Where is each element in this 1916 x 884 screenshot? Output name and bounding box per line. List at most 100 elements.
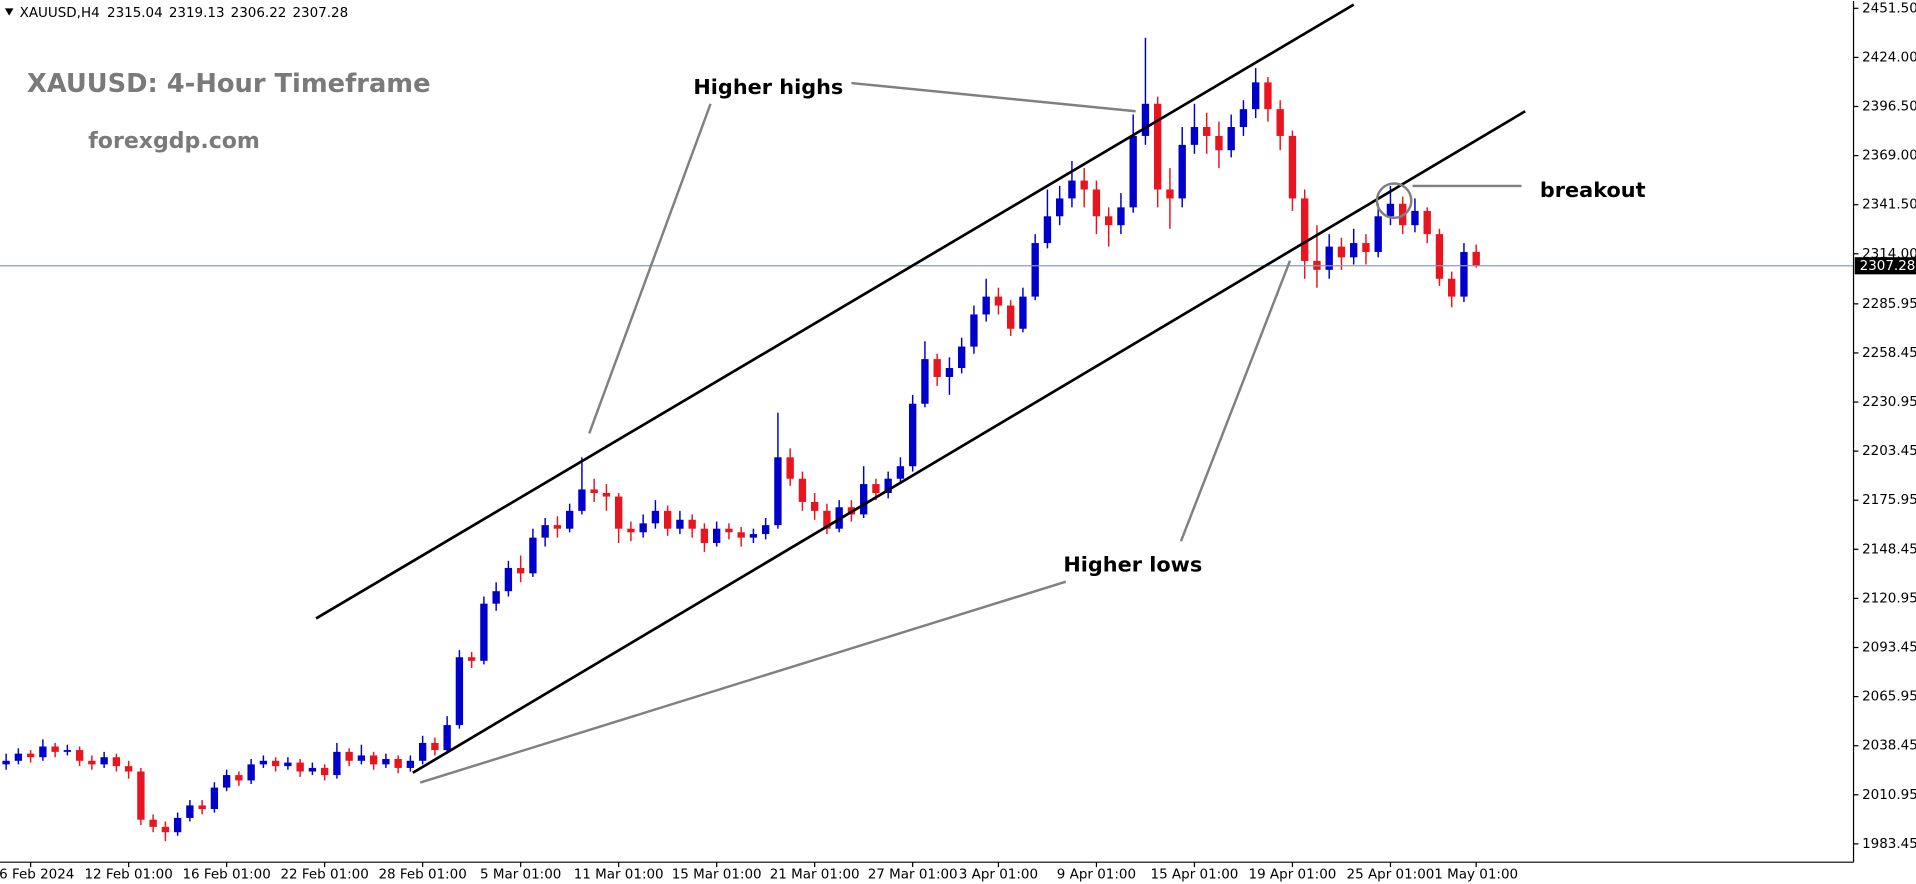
candle-body: [431, 742, 439, 751]
candle-body: [859, 484, 868, 515]
candle-body: [394, 759, 402, 768]
x-tick-label: 28 Feb 01:00: [378, 866, 466, 882]
candle-body: [1276, 109, 1284, 136]
candle-body: [1178, 144, 1186, 199]
y-tick-label: 2285.95: [1862, 296, 1916, 312]
chart-title: XAUUSD: 4-Hour Timeframe: [27, 69, 431, 99]
candle-body: [198, 805, 206, 809]
chart-subtitle: forexgdp.com: [88, 129, 260, 154]
candle-body: [712, 528, 721, 543]
candle-body: [1007, 305, 1015, 329]
candle-body: [112, 757, 121, 767]
y-tick-label: 2424.00: [1862, 49, 1916, 65]
candle-body: [810, 501, 819, 511]
symbol-menu-arrow[interactable]: [4, 8, 14, 16]
candle-body: [749, 534, 758, 538]
candle-body: [333, 751, 341, 776]
candle-body: [1129, 135, 1137, 208]
candle-body: [173, 817, 182, 833]
candle-body: [1154, 103, 1162, 190]
candle-body: [2, 760, 10, 765]
x-tick-label: 19 Apr 01:00: [1249, 866, 1337, 882]
candle-body: [1386, 203, 1395, 217]
y-tick-label: 2369.00: [1862, 148, 1916, 164]
x-tick-label: 15 Mar 01:00: [672, 866, 762, 882]
y-tick-label: 2010.95: [1862, 787, 1916, 803]
candle-body: [75, 750, 84, 761]
candle-body: [124, 766, 133, 772]
candle-body: [1411, 210, 1419, 226]
candle-body: [921, 359, 929, 404]
candle-body: [443, 725, 451, 751]
x-tick-label: 25 Apr 01:00: [1347, 866, 1435, 882]
y-tick-label: 2093.45: [1862, 640, 1916, 656]
candle-body: [614, 496, 623, 529]
pointer-line: [1179, 260, 1292, 542]
candle-body: [1374, 216, 1382, 252]
candle-body: [382, 759, 390, 765]
candle-body: [1092, 189, 1101, 217]
x-tick-label: 12 Feb 01:00: [84, 866, 172, 882]
candle-body: [823, 510, 831, 529]
candle-body: [1117, 207, 1125, 226]
candle-body: [590, 489, 598, 494]
x-tick-label: 16 Feb 01:00: [182, 866, 270, 882]
candle-body: [676, 519, 684, 529]
candle-body: [1080, 180, 1088, 190]
candle-body: [1105, 216, 1113, 226]
candle-body: [235, 775, 243, 781]
candle-body: [284, 762, 292, 767]
candle-body: [357, 755, 366, 761]
y-tick-label: 1983.45: [1862, 836, 1916, 852]
candle-body: [602, 493, 611, 497]
candle-body: [884, 478, 892, 494]
candle-body: [39, 746, 47, 758]
candle-body: [418, 742, 427, 761]
candle-body: [872, 484, 880, 494]
candle-body: [222, 775, 231, 788]
ohlc-low: 2306.22: [231, 5, 287, 21]
annotation: Higher highs: [693, 75, 843, 99]
candle-body: [369, 755, 378, 765]
candle-body: [1423, 210, 1431, 235]
symbol-header: XAUUSD,H4 2315.04 2319.13 2306.22 2307.28: [20, 5, 349, 21]
x-tick-label: 6 Feb 2024: [0, 866, 74, 882]
x-tick-label: 15 Apr 01:00: [1151, 866, 1239, 882]
candle-body: [308, 767, 317, 772]
annotation: Higher lows: [1063, 553, 1202, 577]
candle-body: [320, 767, 329, 776]
candle-body: [296, 762, 304, 772]
ohlc-open: 2315.04: [107, 5, 163, 21]
candle-body: [896, 466, 905, 479]
candle-body: [161, 826, 170, 833]
candle-body: [259, 760, 268, 765]
x-tick-label: 9 Apr 01:00: [1057, 866, 1136, 882]
y-tick-label: 2341.50: [1862, 197, 1916, 213]
x-tick-label: 3 Apr 01:00: [959, 866, 1038, 882]
breakout-circle: [1375, 182, 1413, 220]
candle-body: [1472, 251, 1480, 266]
candle-body: [26, 753, 35, 758]
candle-body: [529, 537, 537, 574]
y-tick-label: 2120.95: [1862, 590, 1916, 606]
candle-body: [700, 528, 709, 543]
candle-body: [492, 591, 500, 604]
pointer-line: [851, 81, 1136, 113]
ohlc-high: 2319.13: [169, 5, 225, 21]
candle-body: [651, 510, 660, 524]
candle-body: [786, 457, 794, 479]
upper-trendline: [315, 3, 1355, 620]
candle-body: [1448, 278, 1456, 297]
x-tick-label: 21 Mar 01:00: [770, 866, 860, 882]
y-tick-label: 2203.45: [1862, 443, 1916, 459]
candle-body: [663, 510, 672, 529]
candle-body: [761, 525, 770, 535]
x-tick-label: 27 Mar 01:00: [868, 866, 958, 882]
symbol: XAUUSD,H4: [20, 5, 100, 21]
candle-body: [137, 771, 145, 820]
candle-body: [1301, 198, 1309, 261]
candle-body: [1325, 246, 1333, 270]
candle-body: [737, 532, 745, 538]
